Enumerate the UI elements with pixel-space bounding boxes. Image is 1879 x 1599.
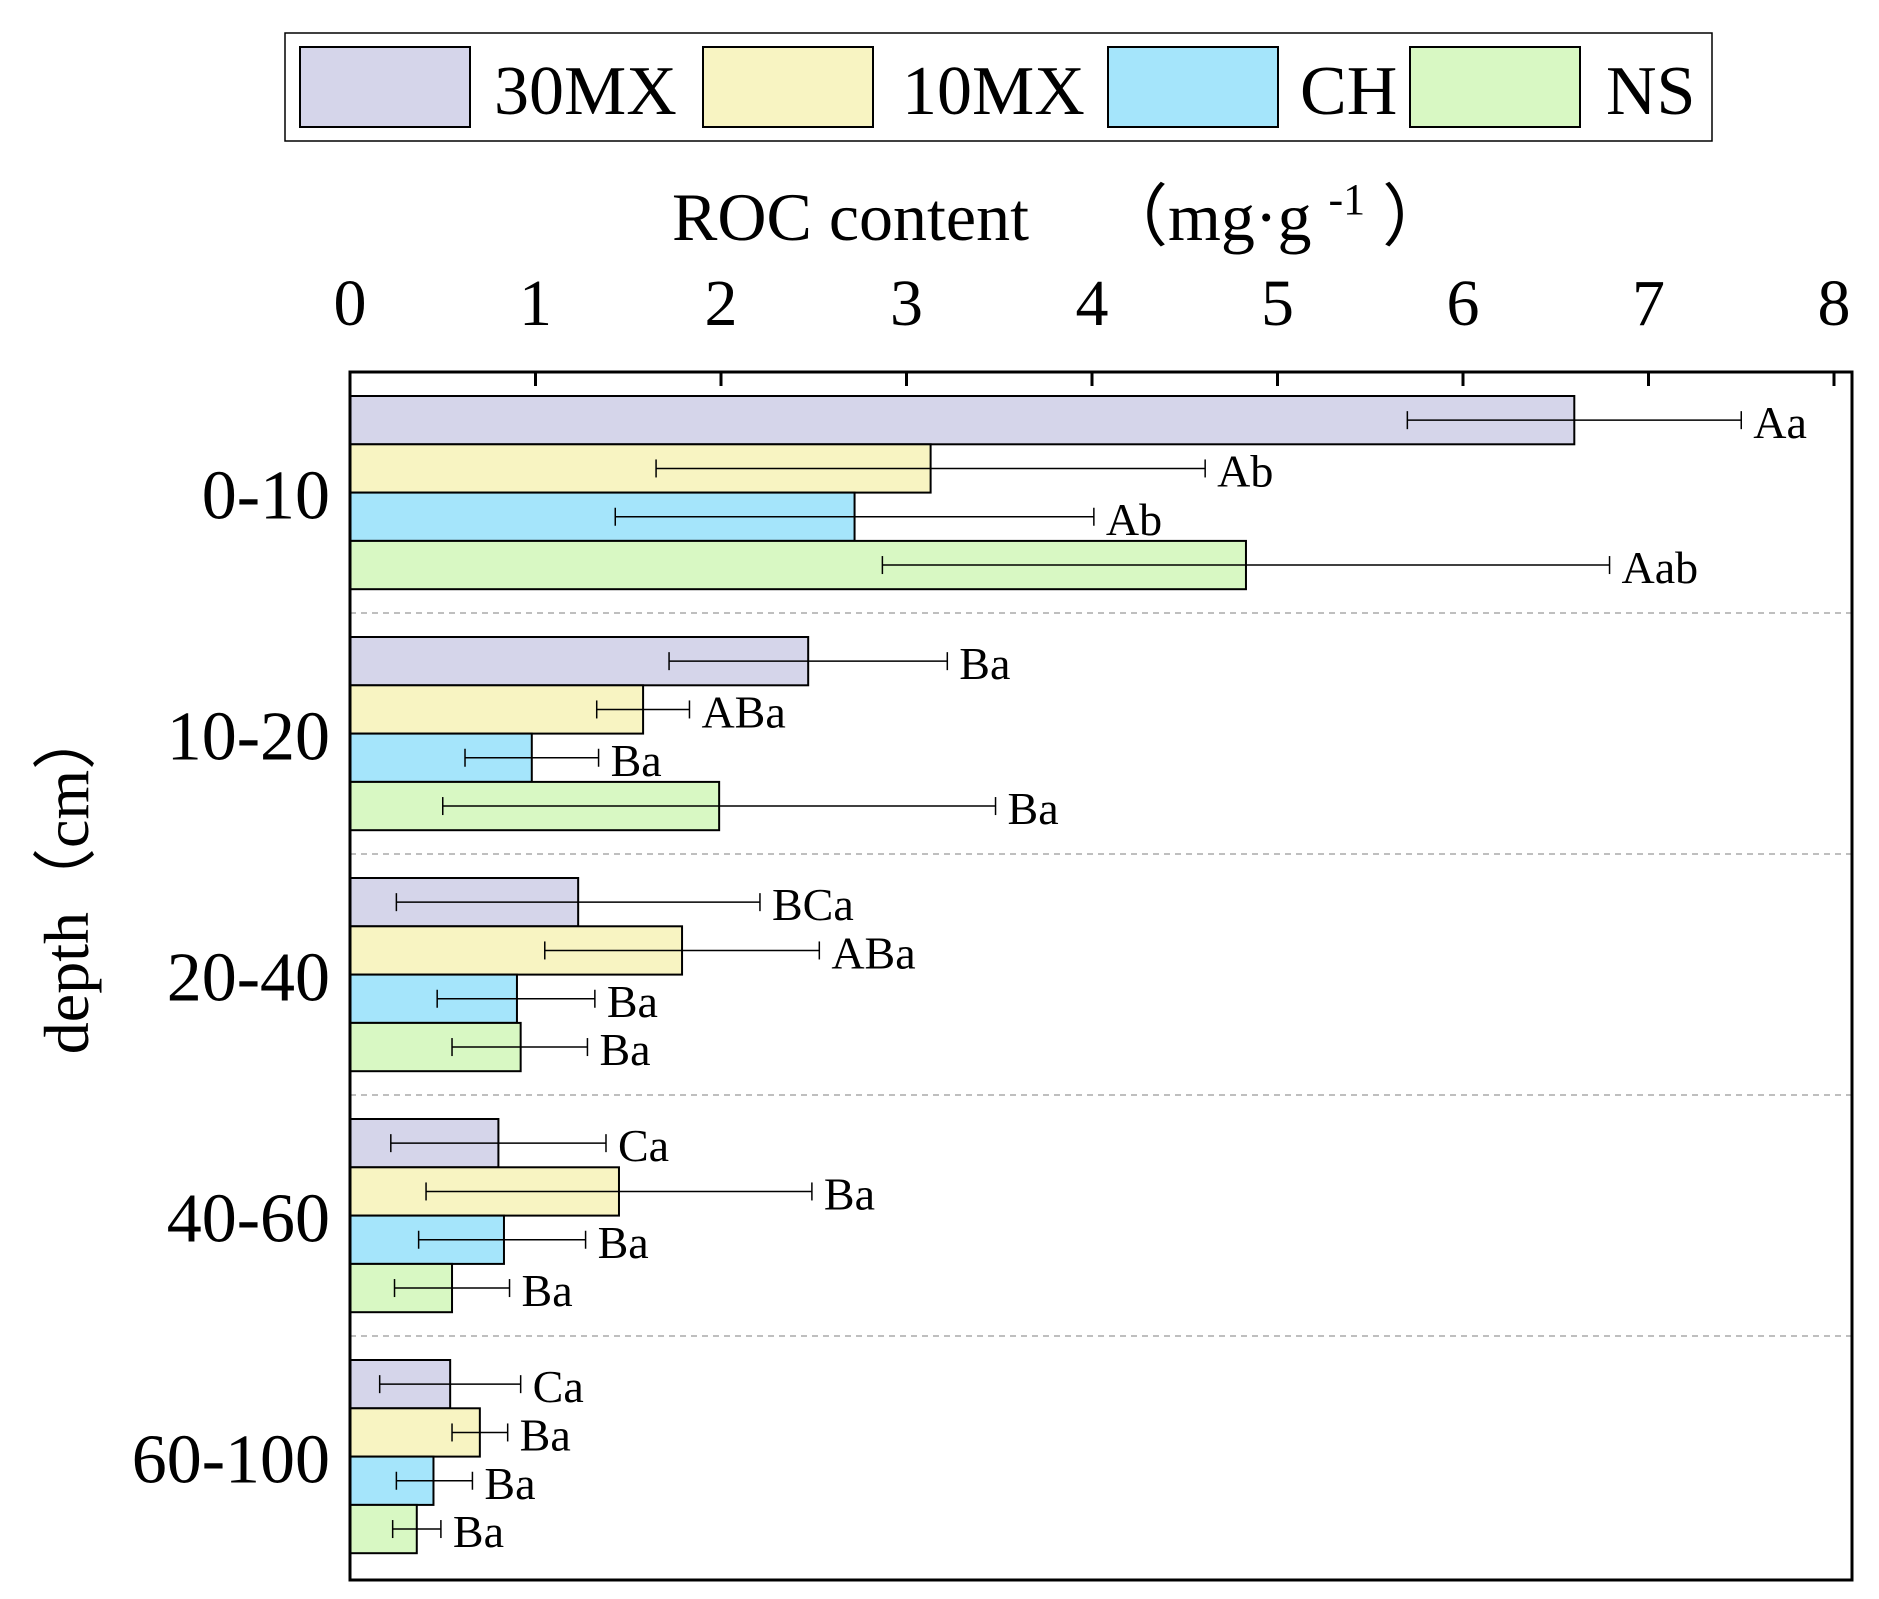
significance-label: Aa (1753, 397, 1807, 448)
x-tick-label: 3 (890, 267, 923, 340)
significance-label: Ba (453, 1506, 504, 1557)
significance-label: Ba (1008, 783, 1059, 834)
bar-10mx-10-20 (349, 684, 645, 735)
error-bars (378, 411, 1742, 1539)
x-tick-label: 7 (1632, 267, 1665, 340)
x-axis-title: ROC content （mg·g -1 ） (672, 153, 1450, 255)
significance-label: Ba (607, 976, 658, 1027)
y-category-label: 10-20 (167, 699, 330, 776)
x-axis-unit: （mg·g (1100, 179, 1312, 255)
significance-label: Ba (824, 1168, 875, 1219)
x-tick-label: 4 (1076, 267, 1109, 340)
significance-label: ABa (831, 927, 915, 978)
significance-label: Aab (1622, 542, 1699, 593)
y-axis-ticks: 0-10 10-20 20-40 40-60 60-100 (132, 458, 330, 1499)
category-separators (350, 612, 1852, 1337)
x-tick-label: 5 (1261, 267, 1294, 340)
legend-swatch-ns (1409, 46, 1581, 128)
x-axis-label: ROC content (672, 179, 1029, 255)
x-axis-unit-superscript: -1 (1329, 175, 1366, 224)
bars (349, 395, 1576, 1555)
significance-label: Ba (520, 1409, 571, 1460)
significance-labels: AaAbAbAabBaABaBaBaBCaABaBaBaCaBaBaBaCaBa… (453, 397, 1807, 1557)
legend-label-ch: CH (1300, 53, 1397, 130)
y-category-label: 60-100 (132, 1422, 330, 1499)
plot-frame (348, 370, 1854, 1582)
x-tick-label: 6 (1447, 267, 1480, 340)
significance-label: Ab (1106, 494, 1162, 545)
legend-label-30mx: 30MX (494, 53, 677, 130)
legend-swatch-30mx (299, 46, 471, 128)
significance-label: Ba (484, 1458, 535, 1509)
x-axis-unit-close: ） (1382, 179, 1450, 255)
legend-swatch-ch (1107, 46, 1279, 128)
legend-label-10mx: 10MX (902, 53, 1085, 130)
significance-label: Ba (611, 735, 662, 786)
y-category-label: 40-60 (167, 1181, 330, 1258)
x-tick-label: 2 (705, 267, 738, 340)
significance-label: BCa (772, 879, 854, 930)
significance-label: Ca (618, 1120, 669, 1171)
significance-label: Ba (522, 1265, 573, 1316)
significance-label: Ba (599, 1024, 650, 1075)
legend: 30MX 10MX CH NS (284, 32, 1713, 142)
legend-label-ns: NS (1606, 53, 1695, 130)
significance-label: Ba (959, 638, 1010, 689)
significance-label: Ab (1217, 445, 1273, 496)
x-axis-ticks: 0 1 2 3 4 5 6 7 8 (334, 267, 1851, 386)
y-axis-title: depth（cm） (31, 706, 102, 1054)
bar-30mx-0-10 (349, 395, 1576, 446)
x-tick-label: 8 (1818, 267, 1851, 340)
significance-label: ABa (701, 686, 785, 737)
x-tick-label: 1 (519, 267, 552, 340)
significance-label: Ca (533, 1361, 584, 1412)
x-tick-label: 0 (334, 267, 367, 340)
legend-swatch-10mx (702, 46, 874, 128)
y-category-label: 0-10 (202, 458, 330, 535)
y-category-label: 20-40 (167, 940, 330, 1017)
significance-label: Ba (598, 1217, 649, 1268)
